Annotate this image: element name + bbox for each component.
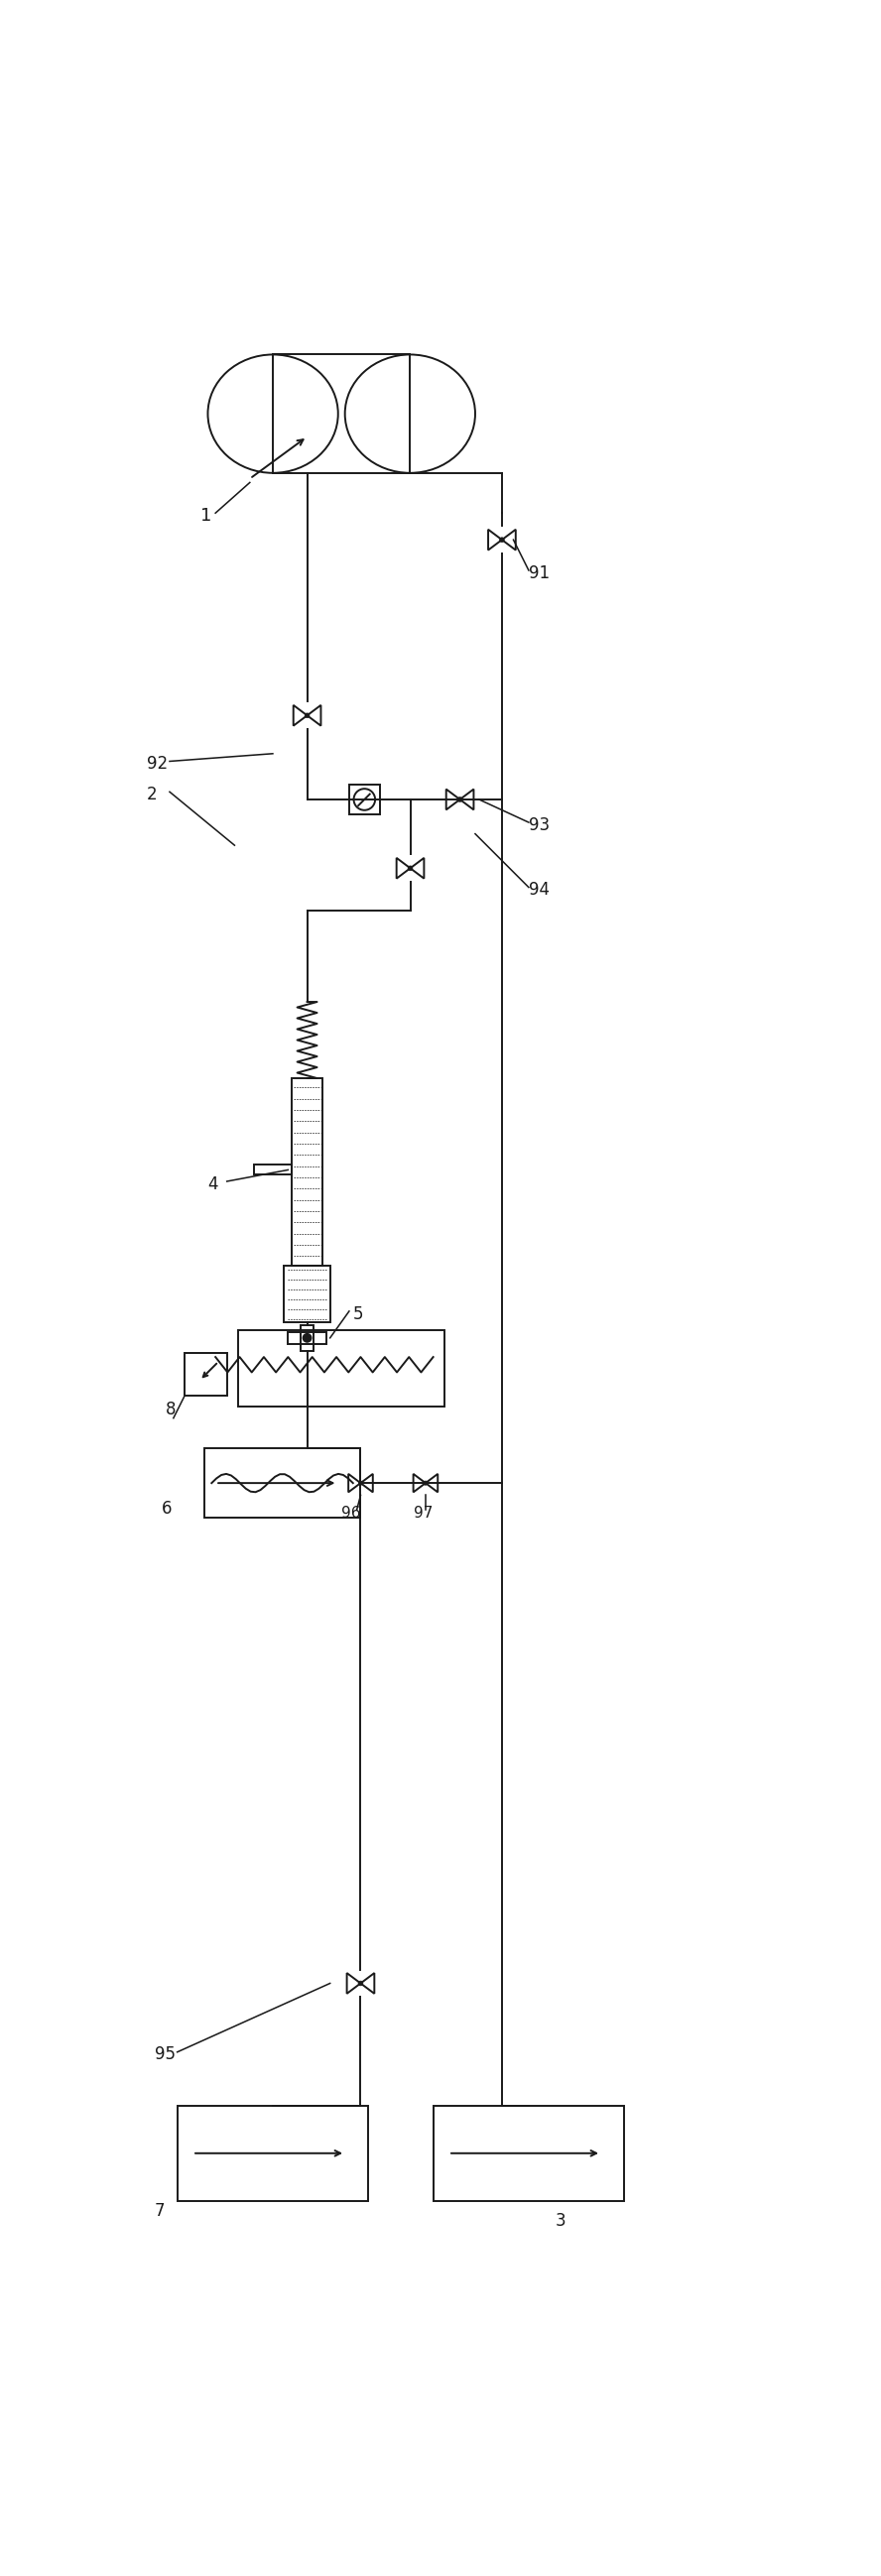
Bar bbox=[273, 355, 410, 474]
Circle shape bbox=[359, 1981, 363, 1986]
Text: 95: 95 bbox=[154, 2045, 175, 2063]
Text: 1: 1 bbox=[200, 507, 211, 526]
Text: 97: 97 bbox=[414, 1504, 433, 1520]
Bar bbox=[204, 1448, 360, 1517]
Circle shape bbox=[457, 796, 463, 801]
Text: 3: 3 bbox=[555, 2213, 566, 2228]
Text: 94: 94 bbox=[529, 881, 550, 899]
Text: 93: 93 bbox=[529, 817, 550, 835]
Bar bbox=[349, 783, 380, 814]
Text: 7: 7 bbox=[154, 2202, 165, 2221]
Bar bbox=[288, 1332, 326, 1345]
Text: 6: 6 bbox=[162, 1499, 173, 1517]
Circle shape bbox=[408, 866, 412, 871]
Circle shape bbox=[305, 714, 309, 719]
Bar bbox=[285, 1265, 330, 1321]
Circle shape bbox=[359, 1481, 363, 1486]
Bar bbox=[433, 2105, 624, 2200]
Bar bbox=[177, 2105, 368, 2200]
Bar bbox=[300, 1324, 314, 1350]
Text: 92: 92 bbox=[147, 755, 167, 773]
Bar bbox=[185, 1352, 227, 1396]
Text: 2: 2 bbox=[147, 786, 157, 804]
Bar bbox=[254, 1164, 292, 1175]
Text: 91: 91 bbox=[529, 564, 550, 582]
Circle shape bbox=[303, 1334, 311, 1342]
Circle shape bbox=[424, 1481, 427, 1486]
Text: 5: 5 bbox=[353, 1306, 363, 1324]
Text: 4: 4 bbox=[208, 1175, 218, 1193]
Text: 8: 8 bbox=[166, 1401, 176, 1419]
Text: 96: 96 bbox=[342, 1504, 361, 1520]
Bar bbox=[292, 1079, 322, 1265]
Bar bbox=[239, 1329, 445, 1406]
Circle shape bbox=[500, 538, 504, 541]
